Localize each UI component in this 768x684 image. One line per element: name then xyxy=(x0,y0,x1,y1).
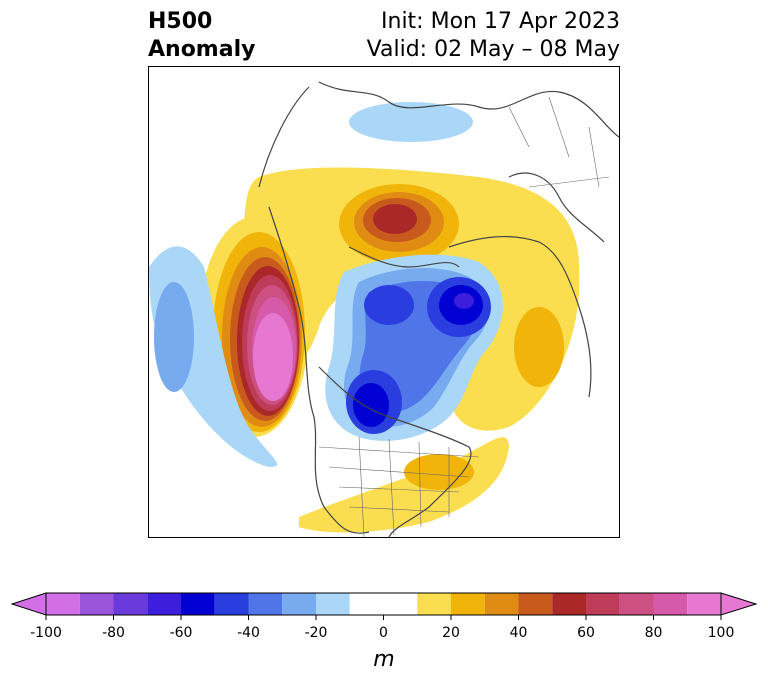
anomaly-low-siberia xyxy=(349,102,473,142)
colorbar-segment xyxy=(349,593,418,615)
anomaly-map xyxy=(149,81,619,537)
map-panel xyxy=(148,66,620,538)
colorbar-tick-label: -60 xyxy=(169,625,193,641)
colorbar-segment xyxy=(451,593,485,615)
colorbar-under-arrow xyxy=(10,592,47,616)
anomaly-high-pacific xyxy=(199,217,309,437)
colorbar-tick-label: 80 xyxy=(644,625,663,641)
colorbar-tick-label: -100 xyxy=(30,625,62,641)
title-variable: H500 xyxy=(148,9,213,34)
colorbar-segment xyxy=(316,593,350,615)
valid-period: Valid: 02 May – 08 May xyxy=(366,37,620,62)
colorbar-segment xyxy=(147,593,181,615)
colorbar-tick-label: 100 xyxy=(707,625,735,641)
anomaly-low-pacific-west xyxy=(149,246,278,467)
colorbar-tick-label: 60 xyxy=(577,625,595,641)
colorbar-segment xyxy=(79,593,114,615)
colorbar: -100 -80 -60 -40 -20 0 20 40 60 80 100 m xyxy=(0,585,768,684)
coastlines xyxy=(258,81,619,537)
colorbar-segment xyxy=(518,593,553,615)
country-borders xyxy=(318,96,610,537)
colorbar-tick-label: 40 xyxy=(509,625,528,641)
colorbar-segment xyxy=(653,593,688,615)
colorbar-segment xyxy=(282,593,316,615)
colorbar-over-arrow xyxy=(720,592,758,616)
colorbar-units: m xyxy=(373,647,395,672)
colorbar-tick-label: -80 xyxy=(102,625,125,641)
colorbar-segment xyxy=(687,593,721,615)
anomaly-high-atlantic xyxy=(299,437,509,533)
colorbar-tick-label: -20 xyxy=(304,625,328,641)
colorbar-bar xyxy=(10,592,758,620)
colorbar-segment xyxy=(417,593,451,615)
colorbar-segment xyxy=(586,593,620,615)
init-date: Init: Mon 17 Apr 2023 xyxy=(381,9,620,34)
colorbar-segment xyxy=(46,593,80,615)
colorbar-segment xyxy=(214,593,249,615)
colorbar-segment xyxy=(113,593,148,615)
anomaly-high-ring xyxy=(242,167,580,431)
colorbar-segment xyxy=(619,593,654,615)
title-field: Anomaly xyxy=(148,37,256,62)
colorbar-tick-label: 20 xyxy=(442,625,460,641)
colorbar-tick-label: -40 xyxy=(237,625,260,641)
title-right: Init: Mon 17 Apr 2023 Valid: 02 May – 08… xyxy=(367,8,620,64)
anomaly-low-canada xyxy=(325,254,503,441)
title-left: H500 Anomaly xyxy=(148,8,255,64)
colorbar-segment xyxy=(181,593,215,615)
colorbar-segment xyxy=(552,593,586,615)
colorbar-segment xyxy=(248,593,283,615)
colorbar-tick-label: 0 xyxy=(379,625,388,641)
colorbar-segment xyxy=(484,593,519,615)
